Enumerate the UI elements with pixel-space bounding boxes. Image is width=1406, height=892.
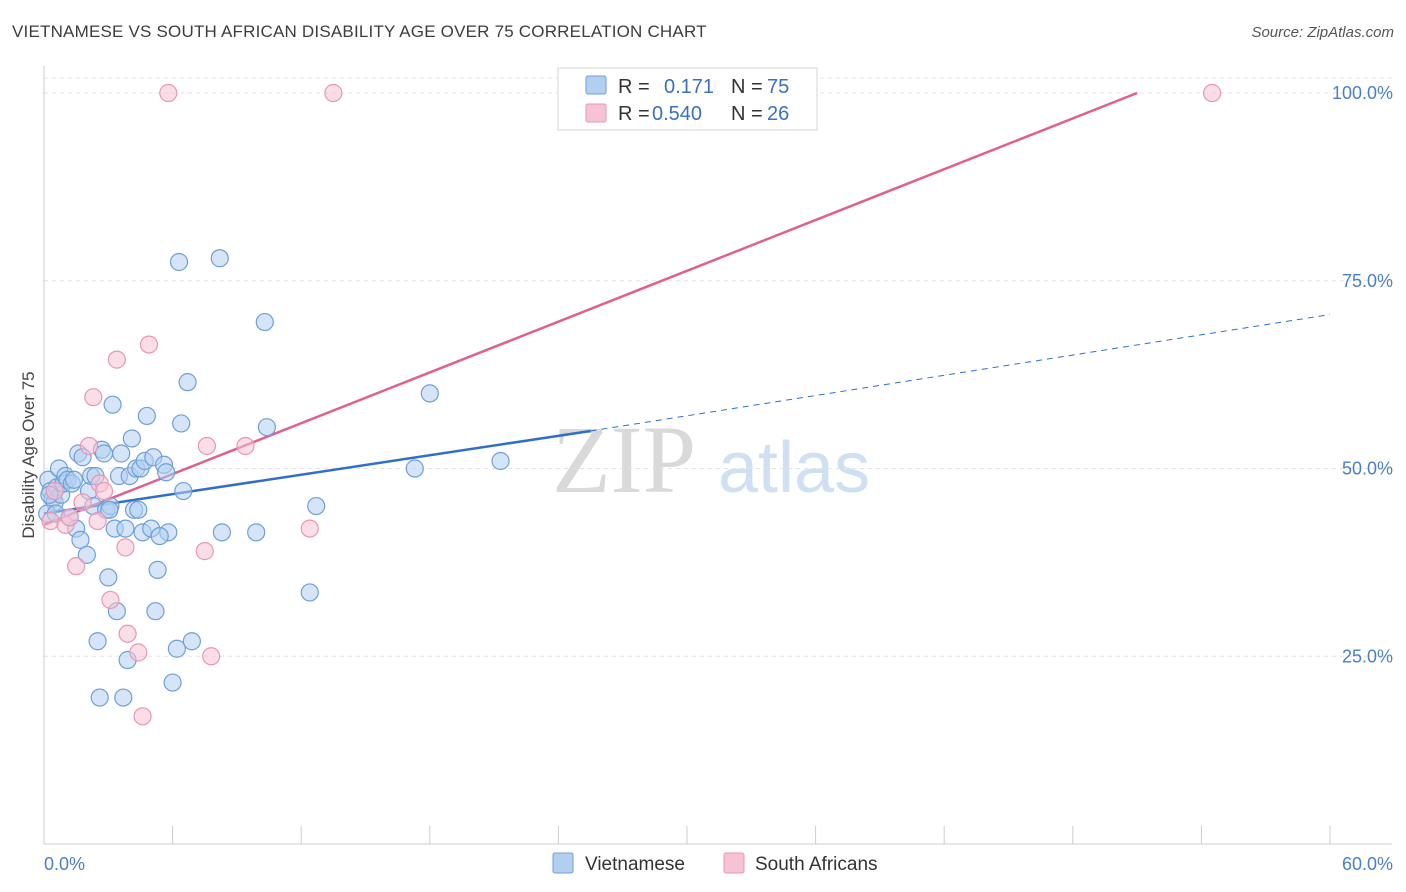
point-vietnamese-20 [88, 632, 107, 651]
point-south-african-0 [41, 511, 60, 531]
y-tick-label-0: 25.0% [1342, 646, 1393, 666]
point-south-african-7 [84, 388, 103, 407]
point-vietnamese-46 [146, 602, 165, 621]
trend-line-vietnamese-extension [590, 314, 1331, 432]
point-south-african-25 [1203, 83, 1222, 103]
point-vietnamese-59 [212, 523, 231, 542]
y-tick-label-2: 75.0% [1342, 271, 1393, 291]
point-south-african-24 [324, 83, 343, 103]
point-vietnamese-31 [112, 444, 131, 463]
source-label: Source: ZipAtlas.com [1251, 24, 1394, 41]
point-vietnamese-49 [157, 463, 176, 482]
trend-line-south-africans [43, 91, 1138, 526]
legend-swatch-south-africans [585, 103, 607, 123]
point-vietnamese-54 [172, 414, 191, 433]
tick-labels: 25.0% 50.0% 75.0% 100.0% 0.0% 60.0% [44, 83, 1393, 874]
point-south-african-12 [107, 350, 126, 369]
point-south-african-15 [129, 643, 148, 662]
point-vietnamese-58 [210, 249, 229, 268]
legend-r-label-1: R = [618, 76, 650, 98]
legend-n-value-1: 75 [767, 76, 789, 98]
y-tick-label-3: 100.0% [1332, 83, 1393, 103]
point-vietnamese-74 [150, 526, 169, 546]
point-south-african-6 [79, 436, 99, 456]
legend-r-value-1: 0.171 [664, 76, 714, 98]
point-south-african-14 [118, 624, 137, 643]
bottom-legend-swatch-vietnamese [552, 852, 574, 874]
point-south-african-5 [73, 493, 92, 512]
watermark-zip: ZIP [552, 406, 696, 513]
point-south-african-16 [133, 707, 152, 726]
point-vietnamese-70 [64, 470, 84, 489]
x-tick-label-1: 60.0% [1342, 854, 1393, 874]
point-vietnamese-33 [116, 519, 135, 538]
point-south-african-22 [236, 436, 255, 456]
point-south-african-23 [300, 519, 319, 538]
point-south-african-20 [197, 436, 216, 456]
chart-title: VIETNAMESE VS SOUTH AFRICAN DISABILITY A… [12, 22, 707, 41]
point-south-african-19 [195, 542, 214, 561]
bottom-legend: Vietnamese South Africans [552, 852, 878, 875]
point-vietnamese-63 [300, 583, 319, 602]
legend-r-value-2: 0.540 [652, 103, 702, 125]
point-south-african-13 [116, 538, 135, 557]
point-vietnamese-47 [148, 560, 167, 579]
trend-lines [43, 91, 1331, 526]
point-vietnamese-57 [182, 632, 201, 651]
point-vietnamese-67 [491, 451, 510, 471]
point-vietnamese-61 [255, 312, 274, 332]
legend-n-value-2: 26 [767, 103, 789, 125]
point-vietnamese-55 [174, 481, 193, 501]
point-vietnamese-32 [114, 688, 133, 707]
point-vietnamese-65 [405, 459, 424, 478]
point-vietnamese-25 [99, 568, 118, 587]
point-south-african-4 [67, 557, 86, 576]
point-vietnamese-36 [122, 429, 141, 448]
point-south-african-10 [94, 481, 114, 501]
point-vietnamese-56 [178, 373, 197, 392]
trend-line-vietnamese [43, 429, 591, 515]
point-vietnamese-39 [129, 500, 148, 519]
legend-n-label-1: N = [731, 76, 763, 98]
point-vietnamese-62 [257, 418, 277, 437]
legend-n-label-2: N = [731, 103, 763, 125]
point-south-african-21 [202, 647, 221, 666]
data-points [38, 83, 1222, 726]
point-south-african-3 [60, 508, 79, 527]
legend-swatch-vietnamese [585, 75, 607, 95]
bottom-legend-swatch-south-africans [723, 852, 745, 874]
point-south-african-18 [159, 83, 178, 103]
point-south-african-8 [88, 511, 107, 531]
point-vietnamese-51 [163, 673, 182, 692]
bottom-legend-vietnamese: Vietnamese [585, 854, 685, 875]
point-vietnamese-27 [103, 395, 122, 414]
point-south-african-1 [45, 481, 64, 501]
axes [43, 66, 1392, 845]
point-south-african-11 [101, 590, 120, 610]
point-vietnamese-60 [247, 523, 266, 542]
y-tick-label-1: 50.0% [1342, 459, 1393, 479]
watermark-atlas: atlas [718, 428, 870, 508]
point-vietnamese-43 [137, 406, 156, 426]
point-vietnamese-16 [77, 545, 96, 564]
point-vietnamese-23 [94, 444, 114, 463]
gridlines [44, 77, 1392, 657]
y-axis-label: Disability Age Over 75 [19, 371, 38, 538]
point-vietnamese-66 [420, 384, 439, 403]
bottom-legend-south-africans: South Africans [755, 854, 878, 875]
point-vietnamese-14 [71, 530, 90, 549]
point-vietnamese-64 [307, 496, 326, 516]
legend: R = 0.171 N = 75 R = 0.540 N = 26 [557, 67, 818, 131]
legend-r-label-2: R = [618, 103, 650, 125]
point-vietnamese-53 [169, 252, 189, 272]
x-tick-label-0: 0.0% [44, 854, 85, 874]
point-vietnamese-52 [167, 639, 186, 658]
point-south-african-17 [139, 335, 159, 354]
point-vietnamese-72 [100, 500, 119, 519]
point-vietnamese-21 [90, 688, 109, 707]
